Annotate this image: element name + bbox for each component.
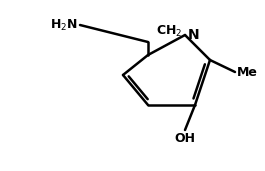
Text: Me: Me — [237, 65, 258, 78]
Text: CH$_2$: CH$_2$ — [156, 24, 182, 39]
Text: OH: OH — [174, 132, 196, 145]
Text: H$_2$N: H$_2$N — [50, 17, 78, 32]
Text: N: N — [188, 28, 200, 42]
